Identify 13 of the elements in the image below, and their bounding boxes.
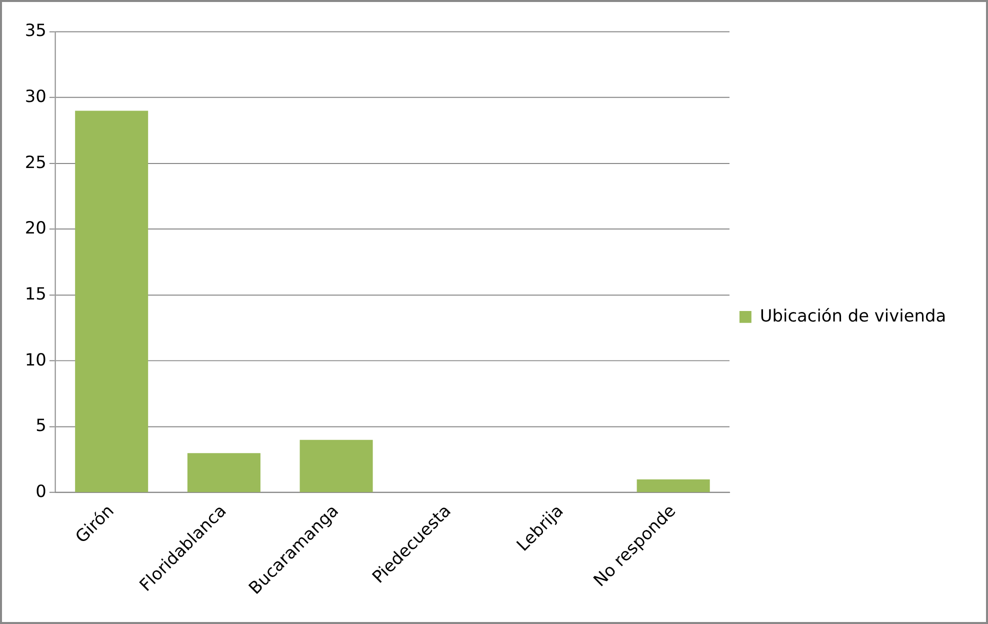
y-tick-label: 15	[24, 284, 46, 304]
y-tick-label: 25	[24, 152, 46, 172]
y-tick-label: 5	[36, 415, 46, 436]
y-tick-label: 0	[36, 480, 46, 501]
bar	[75, 110, 148, 492]
y-tick-label: 10	[24, 349, 46, 370]
bar	[300, 440, 373, 492]
bar	[187, 453, 260, 492]
legend-label: Ubicación de vivienda	[760, 305, 946, 326]
y-tick-label: 35	[24, 20, 46, 40]
bar	[636, 479, 710, 492]
y-tick-label: 20	[24, 218, 46, 238]
y-tick-label: 30	[24, 86, 46, 106]
